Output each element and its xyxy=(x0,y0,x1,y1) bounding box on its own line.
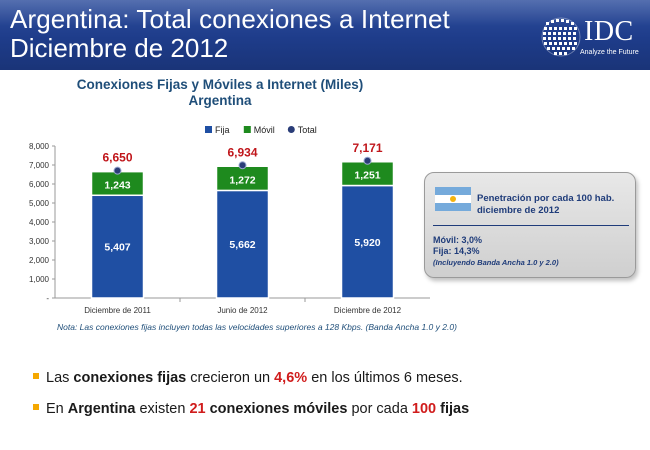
header-shine xyxy=(0,0,650,26)
logo-tagline: Analyze the Future xyxy=(580,49,639,56)
chart-footnote: Nota: Las conexiones fijas incluyen toda… xyxy=(57,322,457,332)
data-label-total: 6,934 xyxy=(227,145,257,159)
y-tick-label: 8,000 xyxy=(29,142,50,151)
legend-label: Móvil xyxy=(254,125,275,135)
info-fija-rate: Fija: 14,3% xyxy=(433,246,480,256)
info-movil-rate: Móvil: 3,0% xyxy=(433,235,483,245)
bullet-point-1: Las conexiones fijas crecieron un 4,6% e… xyxy=(33,370,463,386)
legend-label: Fija xyxy=(215,125,230,135)
x-tick-label: Diciembre de 2011 xyxy=(84,306,151,315)
info-divider xyxy=(433,225,629,226)
argentina-flag-icon xyxy=(435,187,471,211)
info-date: diciembre de 2012 xyxy=(477,205,560,216)
x-tick-label: Diciembre de 2012 xyxy=(334,306,402,315)
data-label-movil: 1,243 xyxy=(104,179,130,191)
total-marker xyxy=(363,156,372,165)
y-tick-label: 3,000 xyxy=(29,237,50,246)
bullet-point-2: En Argentina existen 21 conexiones móvil… xyxy=(33,401,469,417)
data-label-fija: 5,662 xyxy=(229,239,255,251)
y-tick-label: 5,000 xyxy=(29,199,50,208)
data-label-total: 6,650 xyxy=(102,151,132,165)
y-tick-label: 1,000 xyxy=(29,275,50,284)
bullet-text: crecieron un xyxy=(186,370,275,386)
logo-text: IDC xyxy=(584,16,634,47)
page-subtitle: Diciembre de 2012 xyxy=(10,33,229,63)
info-footnote: (Incluyendo Banda Ancha 1.0 y 2.0) xyxy=(433,258,559,267)
data-label-fija: 5,920 xyxy=(354,237,380,249)
bar-fija xyxy=(90,194,145,299)
bar-fija xyxy=(215,189,270,299)
bullet-marker xyxy=(33,404,39,410)
bullet-highlight: 4,6% xyxy=(274,370,308,386)
bullet-highlight: 100 xyxy=(411,401,437,417)
bar-movil xyxy=(215,165,270,192)
data-label-movil: 1,272 xyxy=(229,174,255,186)
bullet-bold: Argentina xyxy=(67,401,136,417)
chart-title-line2: Argentina xyxy=(188,93,252,108)
legend-label: Total xyxy=(298,125,317,135)
bullet-bold: conexiones fijas xyxy=(73,370,187,386)
bullet-text: En xyxy=(46,401,68,417)
penetration-info-box: Penetración por cada 100 hab. diciembre … xyxy=(424,172,636,278)
y-tick-label: 6,000 xyxy=(29,180,50,189)
x-tick-label: Junio de 2012 xyxy=(217,306,268,315)
bullet-bold: conexiones móviles xyxy=(209,401,348,417)
bar-fija xyxy=(340,184,395,299)
y-tick-label: - xyxy=(46,294,49,303)
bullet-highlight: 21 xyxy=(189,401,206,417)
y-tick-label: 7,000 xyxy=(29,161,50,170)
total-marker xyxy=(238,161,247,170)
page-title: Argentina: Total conexiones a Internet xyxy=(10,4,450,34)
idc-logo: IDC Analyze the Future xyxy=(540,16,645,62)
globe-icon xyxy=(541,17,581,57)
data-label-movil: 1,251 xyxy=(354,170,380,182)
chart-title: Conexiones Fijas y Móviles a Internet (M… xyxy=(0,77,440,109)
bullet-text: por cada xyxy=(347,401,412,417)
bullet-text: Las xyxy=(46,370,74,386)
bullet-text: en los últimos 6 meses. xyxy=(307,370,463,386)
legend-swatch xyxy=(287,126,295,133)
bullet-marker xyxy=(33,373,39,379)
y-tick-label: 4,000 xyxy=(29,218,50,227)
bullet-text: existen xyxy=(135,401,190,417)
data-label-fija: 5,407 xyxy=(104,242,130,254)
bullet-bold: fijas xyxy=(440,401,470,417)
chart-title-line1: Conexiones Fijas y Móviles a Internet (M… xyxy=(76,77,364,92)
total-marker xyxy=(113,166,122,175)
header-banner: Argentina: Total conexiones a Internet D… xyxy=(0,0,650,70)
legend-swatch xyxy=(243,126,251,133)
legend-swatch xyxy=(205,126,212,133)
info-heading: Penetración por cada 100 hab. xyxy=(477,193,615,204)
data-label-total: 7,171 xyxy=(352,141,382,155)
y-tick-label: 2,000 xyxy=(29,256,50,265)
stacked-bar-chart: - 1,000 2,000 3,000 4,000 5,000 6,000 7,000 8,00… xyxy=(29,125,430,315)
